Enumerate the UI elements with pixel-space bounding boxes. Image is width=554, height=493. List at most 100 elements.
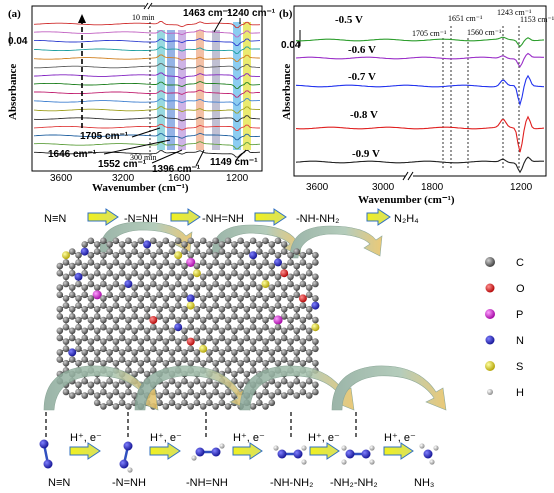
atom-c xyxy=(106,377,113,385)
atom-c xyxy=(305,334,313,342)
atom-c xyxy=(187,359,194,367)
atom-s xyxy=(192,269,201,278)
atom-n xyxy=(249,251,258,260)
atom-c xyxy=(156,334,163,342)
atom-c xyxy=(56,313,64,320)
atom-c xyxy=(131,248,138,255)
atom-c xyxy=(174,280,182,288)
atom-c xyxy=(93,349,101,356)
panel-b-xtick-1800: 1800 xyxy=(421,182,444,193)
molecule-atom-h xyxy=(301,459,307,465)
atom-c xyxy=(106,349,113,356)
atom-c xyxy=(280,356,288,363)
atom-c xyxy=(312,359,319,367)
atom-c xyxy=(237,237,244,245)
atom-c xyxy=(162,295,170,302)
atom-c xyxy=(249,316,257,324)
atom-c xyxy=(81,327,88,335)
atom-c xyxy=(231,291,238,299)
atom-o xyxy=(280,269,289,278)
atom-c xyxy=(112,273,120,281)
atom-o xyxy=(186,337,195,346)
atom-c xyxy=(100,280,107,288)
atom-c xyxy=(118,291,126,299)
atom-c xyxy=(224,338,232,345)
atom-c xyxy=(150,259,157,266)
panel-b-voltage-07: -0.7 V xyxy=(348,71,376,83)
atom-c xyxy=(243,327,251,335)
atom-n xyxy=(124,280,133,288)
atom-c xyxy=(75,302,82,309)
atom-c xyxy=(156,262,163,270)
atom-c xyxy=(87,381,95,389)
atom-c xyxy=(131,305,138,313)
atom-c xyxy=(274,302,282,309)
atom-c xyxy=(181,291,188,299)
atom-c xyxy=(206,284,213,291)
legend-label-h: H xyxy=(516,387,524,399)
atom-c xyxy=(81,284,88,291)
atom-c xyxy=(81,269,88,277)
atom-c xyxy=(312,388,319,396)
atom-c xyxy=(218,269,226,277)
panel-a-spectrum-trace xyxy=(33,72,260,80)
atom-c xyxy=(255,248,263,255)
atom-c xyxy=(125,345,132,353)
atom-c xyxy=(249,345,257,353)
atom-c xyxy=(125,323,132,331)
atom-c xyxy=(193,241,201,248)
atom-n xyxy=(143,240,152,249)
atom-c xyxy=(75,338,82,345)
graphene-atoms xyxy=(56,237,320,410)
atom-c xyxy=(231,356,238,363)
atom-c xyxy=(237,259,244,266)
atom-c xyxy=(93,327,101,335)
atom-c xyxy=(224,302,232,309)
atom-c xyxy=(62,259,70,266)
atom-c xyxy=(87,316,95,324)
atom-c xyxy=(118,305,126,313)
top-curved-arrows xyxy=(99,221,383,259)
panel-b-voltage-06: -0.6 V xyxy=(348,44,376,56)
atom-c xyxy=(68,269,76,277)
atom-n xyxy=(68,348,77,357)
atom-c xyxy=(224,345,232,353)
atom-c xyxy=(231,284,238,291)
atom-c xyxy=(87,259,95,266)
atom-c xyxy=(162,251,170,259)
atom-c xyxy=(299,323,307,331)
panel-a-xtick-1200: 1200 xyxy=(226,173,249,184)
atom-c xyxy=(68,356,76,363)
atom-c xyxy=(224,367,232,374)
atom-c xyxy=(293,262,301,270)
atom-c xyxy=(274,388,282,396)
atom-c xyxy=(181,305,188,313)
atom-c xyxy=(125,338,132,345)
atom-c xyxy=(181,248,188,255)
atom-c xyxy=(255,305,263,313)
atom-c xyxy=(75,280,82,288)
atom-c xyxy=(280,334,288,342)
atom-c xyxy=(312,316,319,324)
atom-c xyxy=(106,305,113,313)
atom-c xyxy=(168,356,176,363)
panel-b-axis-break xyxy=(402,171,414,181)
atom-c xyxy=(156,291,163,299)
panel-b-voltage-08: -0.8 V xyxy=(350,109,378,121)
atom-c xyxy=(255,399,263,407)
atom-n xyxy=(274,258,282,267)
molecule-atom-n xyxy=(345,449,355,459)
atom-c xyxy=(293,327,301,335)
atom-c xyxy=(193,399,201,407)
atom-c xyxy=(212,251,219,259)
atom-c xyxy=(125,359,132,367)
atom-c xyxy=(143,356,151,363)
panel-b-xtick-1200: 1200 xyxy=(510,182,533,193)
atom-c xyxy=(131,262,138,270)
atom-c xyxy=(118,356,126,363)
atom-c xyxy=(218,241,226,248)
atom-c xyxy=(274,323,282,331)
atom-c xyxy=(199,295,207,302)
atom-c xyxy=(274,359,282,367)
atom-c xyxy=(249,367,257,374)
